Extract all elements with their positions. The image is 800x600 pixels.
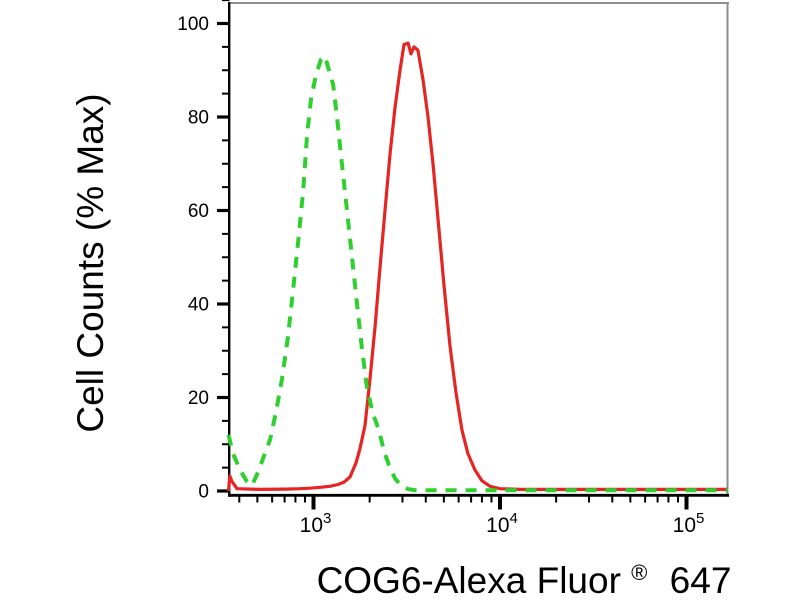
y-tick-label: 40 <box>188 295 209 316</box>
data-curves <box>226 41 728 493</box>
x-tick-label: 103 <box>300 510 332 537</box>
x-tick-label-base: 10 <box>300 514 323 537</box>
series-red-solid <box>226 41 728 492</box>
y-tick-label: 0 <box>198 482 209 503</box>
y-tick-label: 60 <box>188 201 209 222</box>
x-tick-label-base: 10 <box>486 514 509 537</box>
x-tick-label-exponent: 4 <box>510 510 518 527</box>
y-tick-label: 20 <box>188 388 209 409</box>
x-tick-label: 105 <box>673 510 705 537</box>
x-axis-title: COG6-Alexa Fluor ® 647 <box>317 547 732 600</box>
x-axis-title-suffix: 647 <box>670 560 732 600</box>
x-tick-label-exponent: 5 <box>696 510 704 527</box>
x-tick-label-exponent: 3 <box>323 510 331 527</box>
y-axis-title: Cell Counts (% Max) <box>70 93 111 432</box>
registered-trademark-symbol: ® <box>631 560 647 585</box>
y-tick-label: 80 <box>188 108 209 129</box>
x-axis-title-main: COG6-Alexa Fluor <box>317 560 621 600</box>
x-tick-label: 104 <box>486 510 518 537</box>
x-tick-label-base: 10 <box>673 514 696 537</box>
y-tick-label: 100 <box>177 14 209 35</box>
series-green-dashed <box>226 54 728 493</box>
